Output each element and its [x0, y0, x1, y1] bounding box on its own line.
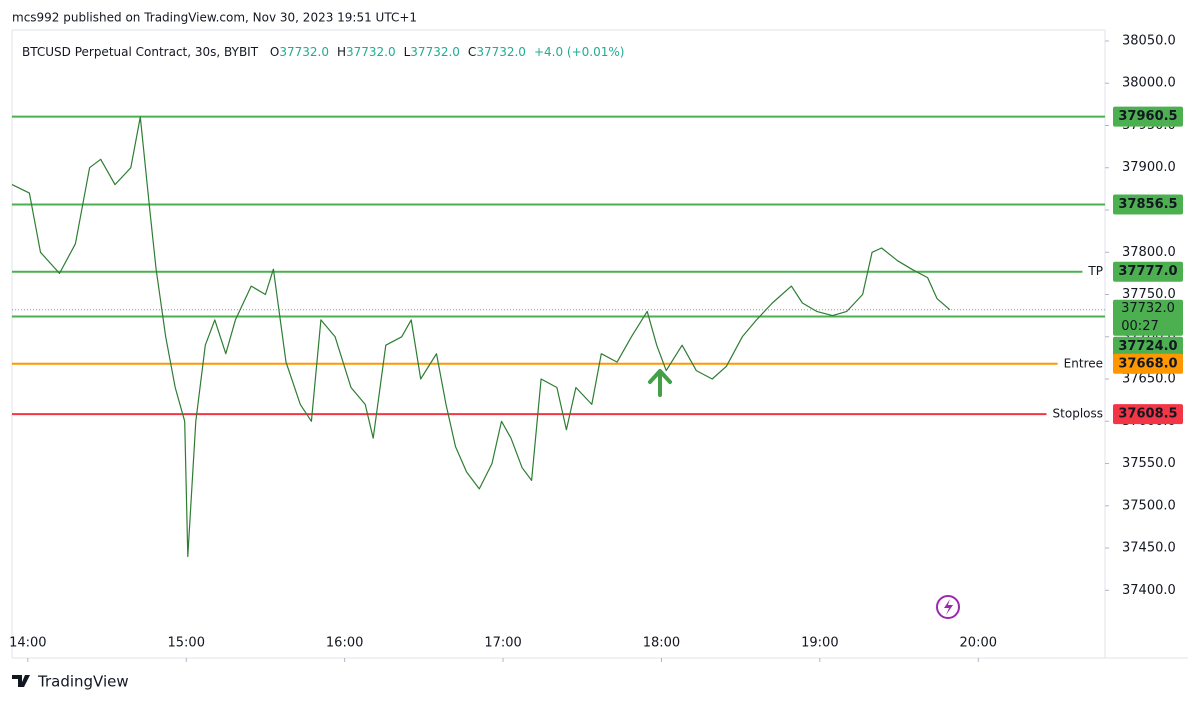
- x-tick-label: 18:00: [643, 636, 680, 651]
- last-price-label: 37732.0: [1121, 301, 1175, 316]
- level-label: 37724.0: [1118, 339, 1177, 354]
- x-tick-label: 17:00: [484, 636, 521, 651]
- y-tick-label: 37450.0: [1122, 541, 1176, 556]
- level-label-box: [1113, 106, 1183, 127]
- y-tick-label: 37900.0: [1122, 160, 1176, 175]
- y-tick-label: 37500.0: [1122, 498, 1176, 513]
- replay-icon: [936, 595, 960, 619]
- ohlc-value: 37732.0: [476, 45, 526, 59]
- x-tick-label: 16:00: [326, 636, 363, 651]
- level-label-box: [1113, 261, 1183, 282]
- x-tick-label: 14:00: [9, 636, 46, 651]
- y-tick-label: 37800.0: [1122, 245, 1176, 260]
- level-label: 37668.0: [1118, 356, 1177, 371]
- x-tick-label: 20:00: [960, 636, 997, 651]
- last-price-box: [1113, 299, 1183, 336]
- level-label-box: [1113, 336, 1183, 357]
- symbol-line: BTCUSD Perpetual Contract, 30s, BYBIT O3…: [22, 45, 624, 59]
- x-tick-label: 15:00: [168, 636, 205, 651]
- y-tick-label: 37550.0: [1122, 456, 1176, 471]
- level-label: 37608.5: [1118, 407, 1177, 422]
- y-tick-label: 37750.0: [1122, 287, 1176, 302]
- level-name: Stoploss: [1053, 407, 1103, 421]
- x-tick-label: 19:00: [801, 636, 838, 651]
- ohlc-label: O: [270, 45, 279, 59]
- y-tick-label: 38050.0: [1122, 33, 1176, 48]
- y-tick-label: 37650.0: [1122, 372, 1176, 387]
- tv-logo: [12, 675, 30, 687]
- ohlc-value: 37732.0: [410, 45, 460, 59]
- change: +4.0 (+0.01%): [534, 45, 625, 59]
- level-name: Entree: [1064, 356, 1103, 370]
- ohlc-value: 37732.0: [279, 45, 329, 59]
- plot-area: [11, 115, 1105, 558]
- level-label-box: [1113, 353, 1183, 374]
- ohlc-label: L: [404, 45, 411, 59]
- level-name: TP: [1087, 264, 1103, 278]
- y-tick-label: 37400.0: [1122, 583, 1176, 598]
- entry-arrow: [648, 369, 672, 397]
- ohlc-value: 37732.0: [346, 45, 396, 59]
- ohlc-label: H: [337, 45, 346, 59]
- ohlc-label: C: [468, 45, 476, 59]
- price-line: [11, 116, 951, 558]
- level-label-box: [1113, 404, 1183, 425]
- symbol-title: BTCUSD Perpetual Contract, 30s, BYBIT: [22, 45, 259, 59]
- countdown: 00:27: [1121, 319, 1158, 334]
- level-label: 37777.0: [1118, 264, 1177, 279]
- level-label-box: [1113, 194, 1183, 215]
- footer-brand: TradingView: [37, 673, 129, 691]
- published-note: mcs992 published on TradingView.com, Nov…: [12, 11, 417, 25]
- y-tick-label: 38000.0: [1122, 76, 1176, 91]
- level-label: 37856.5: [1118, 197, 1177, 212]
- level-label: 37960.5: [1118, 109, 1177, 124]
